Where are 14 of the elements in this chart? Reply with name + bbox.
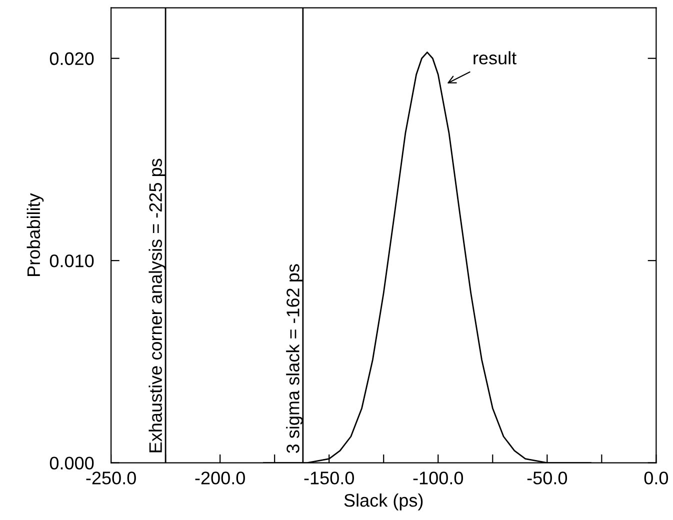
x-axis-title: Slack (ps) [344, 494, 423, 510]
ref-line-label: Exhaustive corner analysis = -225 ps [148, 158, 166, 452]
y-tick-label: 0.020 [50, 52, 94, 66]
ref-line-label: 3 sigma slack = -162 ps [286, 264, 303, 454]
x-tick-label: 0.0 [644, 472, 668, 484]
x-tick-label: -150.0 [304, 472, 354, 484]
x-tick-label: -100.0 [413, 472, 464, 484]
y-axis-title: Probability [26, 193, 44, 276]
y-tick-label: 0.010 [50, 254, 94, 268]
x-tick-label: -50.0 [527, 472, 568, 484]
x-tick-label: -200.0 [195, 472, 245, 484]
x-tick-label: -250.0 [86, 472, 136, 484]
annotation: result [474, 51, 516, 64]
y-tick-label: 0.000 [50, 456, 94, 470]
